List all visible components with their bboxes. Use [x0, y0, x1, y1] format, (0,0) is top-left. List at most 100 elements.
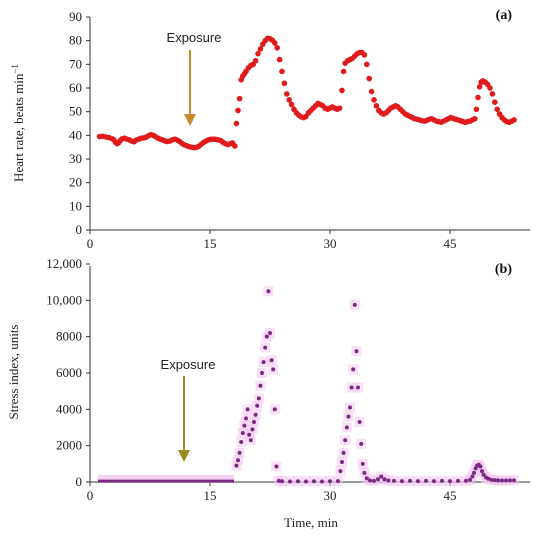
y-tick-label: 60	[69, 80, 82, 95]
data-point	[368, 478, 372, 483]
data-point	[468, 477, 472, 482]
data-point	[343, 438, 348, 443]
data-point	[274, 44, 281, 51]
panel-b-x-ticks: 0 15 30 45	[87, 482, 457, 503]
data-point	[371, 97, 377, 103]
data-point	[432, 479, 436, 484]
data-point	[473, 106, 480, 113]
data-point	[456, 478, 460, 483]
data-point	[236, 458, 240, 463]
data-point	[253, 412, 258, 417]
data-point	[416, 479, 420, 484]
data-point	[266, 289, 271, 294]
data-point	[258, 383, 263, 388]
data-point	[472, 470, 476, 475]
data-point	[352, 302, 357, 307]
data-point	[360, 461, 365, 466]
y-tick-label: 10	[69, 198, 82, 213]
y-tick-label: 12,000	[46, 256, 82, 271]
x-tick-label: 30	[324, 488, 337, 503]
data-point	[364, 476, 369, 481]
panel-b-x-axis-label: Time, min	[284, 515, 338, 530]
data-point	[440, 478, 444, 483]
data-point	[504, 478, 508, 483]
panel-b-label: (b)	[495, 262, 512, 277]
y-tick-label: 10,000	[46, 292, 82, 307]
data-point	[264, 334, 269, 339]
data-point	[272, 407, 277, 412]
panel-a-exposure-label: Exposure	[167, 30, 222, 45]
data-point	[341, 450, 346, 455]
data-point	[359, 441, 364, 446]
data-point	[511, 117, 517, 123]
data-point	[357, 420, 362, 425]
data-point	[372, 478, 376, 483]
y-tick-label: 0	[76, 222, 83, 237]
panel-b-exposure-arrowhead	[178, 450, 190, 462]
panel-a: (a) 0 10 20 30 40 50 60 70 80 90 0 15 30 45 Heart ra…	[10, 8, 530, 251]
data-point	[284, 91, 290, 97]
x-tick-label: 45	[444, 488, 457, 503]
y-tick-label: 30	[69, 151, 82, 166]
data-point	[233, 120, 240, 127]
data-point	[250, 427, 255, 432]
data-point	[351, 367, 356, 372]
data-point	[237, 450, 242, 455]
panel-a-y-axis-label: Heart rate, beats min−1	[10, 64, 26, 182]
data-point	[255, 403, 260, 408]
data-point	[480, 469, 484, 474]
data-point	[274, 464, 279, 469]
panel-b: (b) 0 2000 4000 6000 8000 10,000 12,000 0 15 30 4…	[6, 256, 530, 530]
data-point	[392, 478, 396, 483]
data-point	[268, 331, 272, 336]
data-point	[232, 143, 238, 149]
data-point	[269, 358, 274, 363]
data-point	[373, 102, 380, 109]
data-point	[408, 478, 412, 483]
data-point	[338, 469, 343, 474]
y-tick-label: 8000	[56, 329, 82, 344]
baseline-shading	[98, 474, 234, 483]
data-point	[236, 95, 243, 102]
y-tick-label: 90	[69, 9, 82, 24]
data-point	[252, 57, 259, 64]
data-point	[248, 438, 253, 443]
data-point	[492, 99, 498, 105]
data-point	[489, 477, 494, 482]
y-tick-label: 4000	[56, 401, 82, 416]
data-point	[424, 478, 428, 483]
y-tick-label: 50	[69, 104, 82, 119]
panel-b-shading	[98, 286, 519, 487]
y-tick-label: 2000	[56, 438, 82, 453]
y-tick-label: 6000	[56, 365, 82, 380]
panel-a-y-ticks: 0 10 20 30 40 50 60 70 80 90	[69, 9, 90, 237]
data-point	[508, 478, 512, 483]
data-point	[257, 46, 264, 52]
data-point	[362, 470, 367, 475]
data-point	[500, 478, 504, 483]
data-point	[255, 50, 261, 57]
data-point	[354, 349, 359, 354]
data-point	[279, 68, 285, 75]
data-point	[336, 105, 343, 111]
data-point	[386, 478, 391, 483]
data-point	[245, 407, 250, 412]
x-tick-label: 0	[87, 236, 94, 251]
data-point	[487, 85, 493, 91]
x-tick-label: 0	[87, 488, 94, 503]
data-point	[476, 84, 483, 90]
data-point	[242, 423, 247, 428]
data-point	[304, 479, 308, 484]
data-point	[256, 396, 261, 401]
data-point	[492, 478, 497, 483]
data-point	[336, 479, 340, 484]
data-point	[234, 463, 239, 468]
data-point	[239, 440, 244, 445]
panel-b-points	[98, 289, 516, 484]
data-point	[361, 52, 368, 58]
data-point	[472, 115, 478, 122]
data-point	[247, 432, 252, 437]
data-point	[252, 420, 256, 425]
data-point	[496, 478, 500, 483]
data-point	[475, 94, 481, 101]
